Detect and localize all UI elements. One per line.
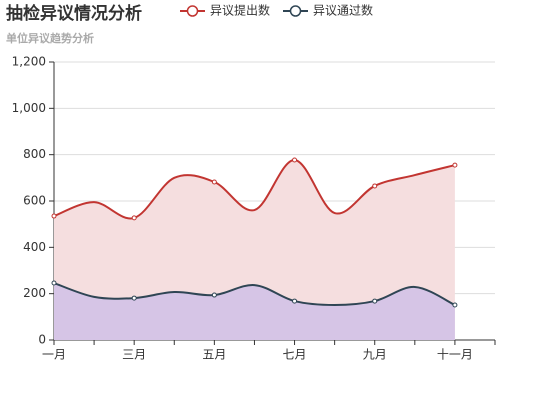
legend-label: 异议提出数	[210, 3, 270, 18]
x-tick-label: 九月	[363, 348, 387, 362]
point	[131, 295, 137, 301]
y-tick-label: 600	[23, 194, 46, 208]
y-tick-label: 1,200	[12, 55, 46, 69]
point	[51, 213, 57, 219]
line	[53, 282, 456, 307]
point	[372, 298, 378, 304]
point	[452, 302, 458, 308]
point	[211, 292, 217, 298]
legend-label: 异议通过数	[313, 3, 373, 18]
legend-symbol	[186, 5, 199, 17]
point	[211, 179, 217, 185]
y-tick-label: 1,000	[12, 101, 46, 115]
x-tick-label: 三月	[122, 348, 146, 362]
point	[372, 183, 378, 189]
x-tick-label: 一月	[42, 348, 66, 362]
x-tick-label: 七月	[283, 348, 307, 362]
y-tick-label: 0	[38, 333, 46, 347]
legend-symbol	[289, 5, 302, 17]
y-tick-label: 200	[23, 286, 46, 300]
y-tick-label: 800	[23, 147, 46, 161]
point	[131, 215, 137, 221]
point	[292, 298, 298, 304]
y-tick-label: 400	[23, 240, 46, 254]
point	[292, 157, 298, 163]
point	[452, 162, 458, 168]
chart-subtitle: 单位异议趋势分析	[6, 31, 94, 45]
area	[54, 283, 455, 340]
x-tick-label: 五月	[202, 348, 226, 362]
chart-title: 抽检异议情况分析	[6, 3, 142, 24]
line	[53, 158, 456, 220]
point	[51, 280, 57, 286]
x-tick-label: 十一月	[437, 348, 473, 362]
